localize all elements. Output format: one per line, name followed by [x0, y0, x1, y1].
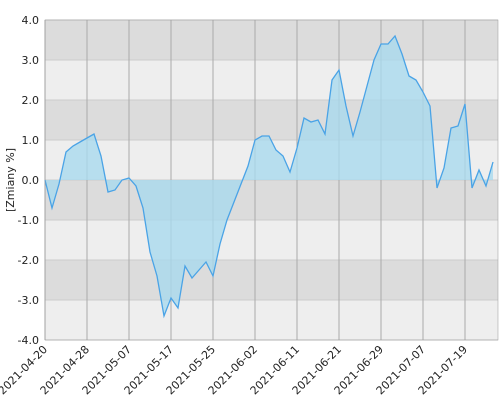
y-tick-label: -4.0	[18, 334, 39, 347]
band	[45, 20, 498, 60]
y-tick-label: -1.0	[18, 214, 39, 227]
y-tick-label: -3.0	[18, 294, 39, 307]
y-axis-label: [Zmiany %]	[4, 148, 17, 212]
y-tick-label: -2.0	[18, 254, 39, 267]
y-tick-label: 2.0	[22, 94, 40, 107]
band	[45, 220, 498, 260]
band	[45, 300, 498, 340]
band	[45, 260, 498, 300]
band	[45, 60, 498, 100]
area	[45, 36, 493, 316]
y-tick-label: 4.0	[22, 14, 40, 27]
line	[44, 34, 494, 319]
marks	[44, 19, 499, 341]
y-tick-label: 1.0	[22, 134, 40, 147]
plot-frame	[44, 19, 499, 341]
y-tick-label: 0.0	[22, 174, 40, 187]
y-tick-label: 3.0	[22, 54, 40, 67]
